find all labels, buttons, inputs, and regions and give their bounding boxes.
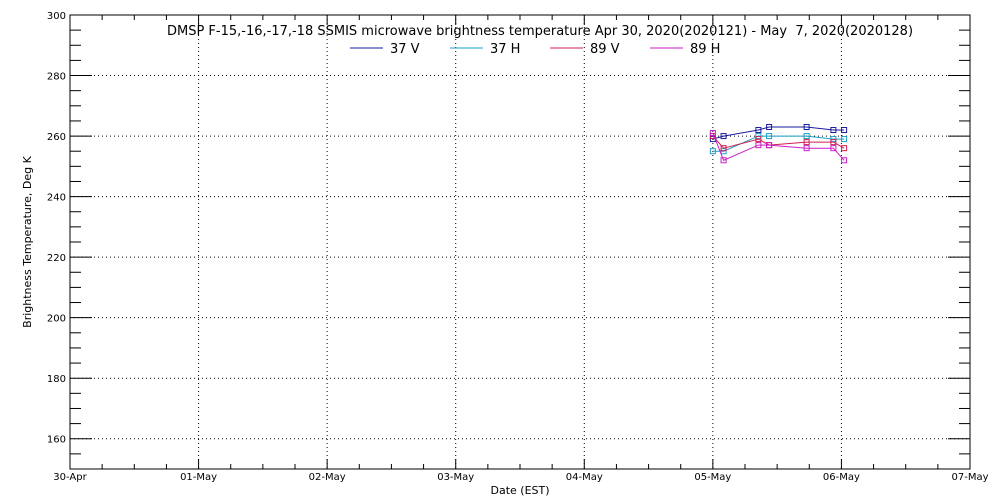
- x-tick-label: 02-May: [309, 472, 346, 483]
- y-tick-label: 160: [47, 435, 66, 446]
- legend-label: 37 V: [390, 42, 420, 57]
- y-tick-label: 280: [47, 72, 66, 83]
- y-tick-label: 240: [47, 193, 66, 204]
- data-point-marker: [709, 130, 716, 137]
- x-tick-labels: 30-Apr 01-May 02-May 03-May 04-May 05-May 06-M…: [53, 472, 988, 483]
- data-point-marker: [803, 139, 810, 146]
- data-point-marker: [755, 133, 762, 140]
- data-point-marker: [841, 136, 848, 143]
- data-point-marker: [830, 127, 837, 134]
- data-point-marker: [766, 123, 773, 130]
- x-tick-label: 01-May: [180, 472, 217, 483]
- legend-label: 37 H: [490, 42, 520, 57]
- x-tick-label: 05-May: [694, 472, 731, 483]
- data-point-marker: [755, 136, 762, 143]
- x-axis-label: Date (EST): [490, 484, 549, 497]
- chart-title: DMSP F-15,-16,-17,-18 SSMIS microwave br…: [167, 24, 913, 39]
- data-point-marker: [755, 142, 762, 149]
- y-tick-labels: 160 180 200 220 240 260 280 300: [47, 11, 66, 446]
- y-tick-label: 300: [47, 11, 66, 22]
- y-tick-label: 220: [47, 253, 66, 264]
- x-tick-label: 30-Apr: [53, 472, 87, 483]
- data-point-marker: [755, 127, 762, 134]
- legend: 37 V 37 H 89 V 89 H: [350, 42, 720, 57]
- series-line: [712, 135, 845, 152]
- x-tick-label: 07-May: [951, 472, 988, 483]
- legend-label: 89 H: [690, 42, 720, 57]
- y-tick-label: 260: [47, 132, 66, 143]
- data-series: [709, 123, 848, 164]
- plot-frame: [69, 14, 971, 470]
- data-point-marker: [766, 142, 773, 149]
- series-line: [712, 132, 845, 161]
- x-tick-label: 03-May: [437, 472, 474, 483]
- data-point-marker: [803, 123, 810, 130]
- data-point-marker: [766, 133, 773, 140]
- axis-ticks: [69, 14, 971, 470]
- y-axis-label: Brightness Temperature, Deg K: [21, 155, 34, 327]
- series-line: [712, 126, 845, 140]
- data-point-marker: [830, 145, 837, 152]
- data-point-marker: [803, 133, 810, 140]
- data-point-marker: [830, 136, 837, 143]
- data-point-marker: [720, 133, 727, 140]
- data-point-marker: [841, 127, 848, 134]
- legend-label: 89 V: [590, 42, 620, 57]
- data-point-marker: [720, 145, 727, 152]
- grid-lines: [70, 15, 970, 469]
- data-point-marker: [803, 145, 810, 152]
- data-point-marker: [830, 139, 837, 146]
- data-point-marker: [841, 157, 848, 164]
- y-tick-label: 180: [47, 374, 66, 385]
- data-point-marker: [720, 157, 727, 164]
- data-point-marker: [841, 145, 848, 152]
- data-point-marker: [709, 148, 716, 155]
- x-tick-label: 04-May: [566, 472, 603, 483]
- x-tick-label: 06-May: [823, 472, 860, 483]
- y-tick-label: 200: [47, 314, 66, 325]
